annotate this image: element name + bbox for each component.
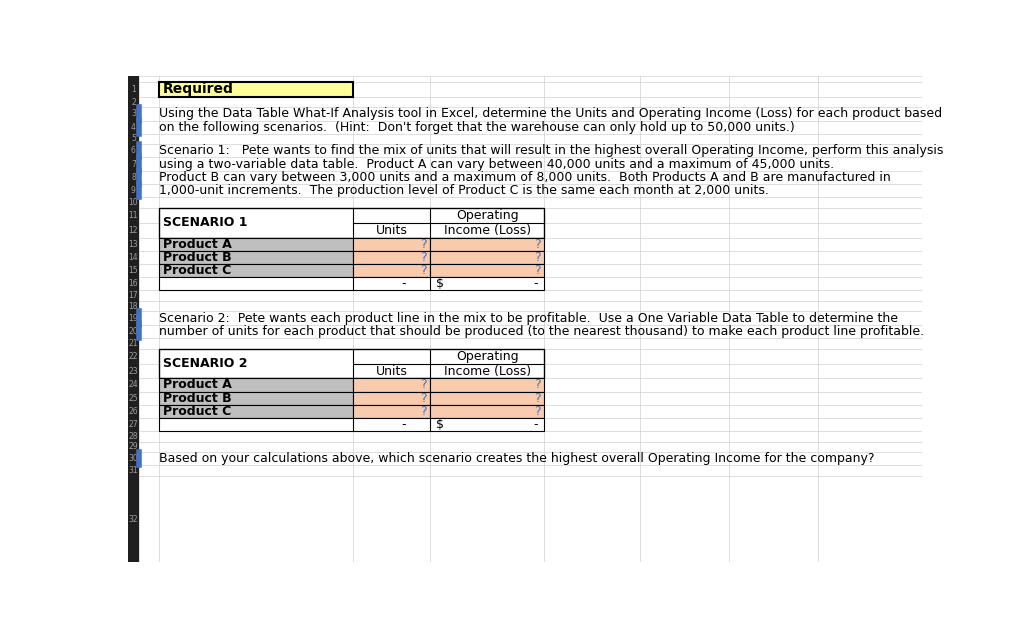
Text: 16: 16 [129,279,138,288]
Bar [352,392,430,404]
Bar [352,251,430,264]
Text: -: - [534,418,538,431]
Text: 9: 9 [131,186,136,195]
Text: Product C: Product C [163,404,231,418]
Bar [430,404,544,418]
Text: 27: 27 [129,420,138,428]
Text: -: - [400,418,406,431]
Text: 20: 20 [129,327,138,336]
Text: 8: 8 [131,173,136,181]
Bar [430,251,544,264]
Text: SCENARIO 1: SCENARIO 1 [163,216,248,229]
Text: ?: ? [534,404,541,418]
Text: 12: 12 [129,226,138,234]
Bar [352,404,430,418]
Text: Product B: Product B [163,392,231,404]
Bar [159,379,352,392]
Text: ?: ? [420,392,426,404]
Text: ?: ? [420,264,426,277]
Text: 15: 15 [129,266,138,275]
Bar [159,392,352,404]
Text: $: $ [436,277,444,290]
Text: 25: 25 [129,394,138,403]
Text: 10: 10 [129,198,138,207]
Text: ?: ? [534,392,541,404]
Bar [159,418,544,431]
Text: 24: 24 [129,380,138,389]
Text: ?: ? [420,379,426,391]
Text: Using the Data Table What-If Analysis tool in Excel, determine the Units and Ope: Using the Data Table What-If Analysis to… [159,107,942,121]
Text: 1,000-unit increments.  The production level of Product C is the same each month: 1,000-unit increments. The production le… [159,184,769,197]
Text: Required: Required [163,82,233,96]
Text: Income (Loss): Income (Loss) [443,365,530,378]
Bar [159,238,352,251]
Bar [430,392,544,404]
Text: ?: ? [420,404,426,418]
Text: ?: ? [534,238,541,250]
Text: ?: ? [420,251,426,264]
Text: Product C: Product C [163,264,231,277]
Text: 30: 30 [129,454,138,463]
Text: 17: 17 [129,291,138,300]
Bar [352,264,430,277]
Bar [159,277,544,290]
Bar [159,404,352,418]
Text: 26: 26 [129,406,138,416]
Text: 6: 6 [131,147,136,155]
Text: 29: 29 [129,442,138,451]
Bar [159,264,352,277]
Text: 31: 31 [129,466,138,475]
Text: Scenario 1:   Pete wants to find the mix of units that will result in the highes: Scenario 1: Pete wants to find the mix o… [159,145,943,157]
Bar [430,379,544,392]
Bar [352,238,430,251]
Bar [159,82,352,97]
Text: Product A: Product A [163,238,231,250]
Text: 5: 5 [131,135,136,143]
Bar [159,251,352,264]
Text: 21: 21 [129,339,138,348]
Text: ?: ? [420,238,426,250]
Text: 14: 14 [129,253,138,262]
Bar [159,209,544,238]
Text: Income (Loss): Income (Loss) [443,224,530,237]
Bar [430,238,544,251]
Text: 7: 7 [131,159,136,169]
Text: 23: 23 [129,367,138,375]
Bar [352,379,430,392]
Text: Operating: Operating [456,209,518,222]
Text: 22: 22 [129,352,138,361]
Text: 11: 11 [129,211,138,220]
Text: ?: ? [534,251,541,264]
Text: on the following scenarios.  (Hint:  Don't forget that the warehouse can only ho: on the following scenarios. (Hint: Don't… [159,121,795,133]
Text: 4: 4 [131,123,136,131]
Text: Product A: Product A [163,379,231,391]
Text: using a two-variable data table.  Product A can vary between 40,000 units and a : using a two-variable data table. Product… [159,157,835,171]
Text: $: $ [436,418,444,431]
Text: 32: 32 [129,515,138,524]
Text: 19: 19 [129,313,138,322]
Text: 2: 2 [131,97,136,107]
Text: Product B can vary between 3,000 units and a maximum of 8,000 units.  Both Produ: Product B can vary between 3,000 units a… [159,171,891,183]
Text: SCENARIO 2: SCENARIO 2 [163,357,248,370]
Text: Based on your calculations above, which scenario creates the highest overall Ope: Based on your calculations above, which … [159,453,874,465]
Text: Operating: Operating [456,350,518,363]
Bar [128,76,139,562]
Text: -: - [534,277,538,290]
Bar [430,264,544,277]
Text: -: - [400,277,406,290]
Text: 28: 28 [129,432,138,441]
Text: Units: Units [376,224,408,237]
Text: Product B: Product B [163,251,231,264]
Text: 13: 13 [129,240,138,248]
Text: number of units for each product that should be produced (to the nearest thousan: number of units for each product that sh… [159,325,924,337]
Text: Scenario 2:  Pete wants each product line in the mix to be profitable.  Use a On: Scenario 2: Pete wants each product line… [159,312,898,324]
Text: 3: 3 [131,109,136,118]
Text: 18: 18 [129,301,138,310]
Text: Units: Units [376,365,408,378]
Bar [159,349,544,379]
Text: 1: 1 [131,85,136,94]
Text: ?: ? [534,264,541,277]
Text: ?: ? [534,379,541,391]
